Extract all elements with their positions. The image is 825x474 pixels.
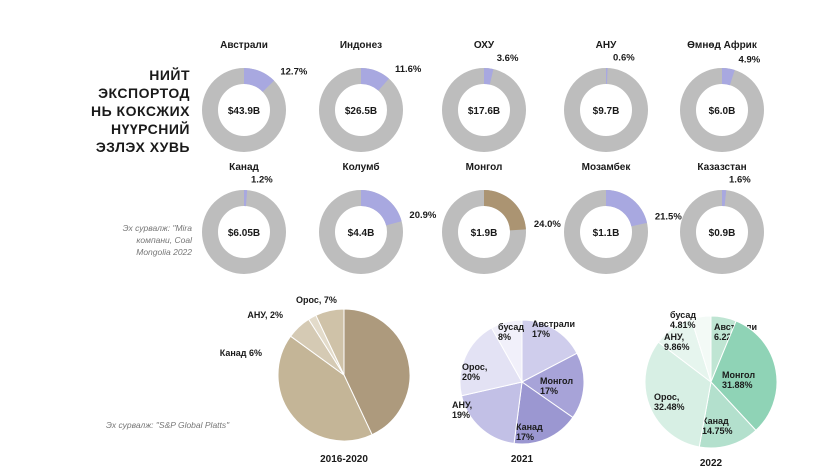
donut-total-value: $43.9B	[228, 106, 260, 117]
donut-share-label: 1.2%	[251, 174, 273, 185]
pie-slice	[644, 341, 712, 448]
donut-country-label: ОХУ	[474, 40, 495, 51]
donut-share-arc	[722, 68, 735, 86]
donut-share-arc	[606, 190, 647, 227]
donut-total-value: $26.5B	[345, 106, 377, 117]
pie-slice	[315, 308, 345, 376]
donut-share-label: 21.5%	[655, 212, 682, 223]
donut-share-label: 12.7%	[280, 66, 307, 77]
pie-slice-label: бусад	[670, 310, 696, 320]
donut-country-label: Өмнөд Африк	[687, 39, 758, 51]
source-note-top: Эх сурвалж: "Mira компани, Coal Mongolia…	[92, 222, 192, 258]
pie-year-label: 2016-2020	[320, 454, 368, 465]
donut-share-arc	[361, 190, 402, 226]
donut-share-label: 11.6%	[395, 64, 422, 75]
donut-share-arc	[484, 190, 526, 231]
donut-country-label: Колумб	[342, 161, 379, 173]
pie-slice-label: Канад	[702, 416, 729, 426]
pie-slice-label: 17%	[516, 432, 534, 442]
pie-slice	[710, 320, 778, 432]
pie-slice	[513, 381, 574, 445]
pie-slice	[698, 380, 757, 449]
pie-slice	[490, 319, 523, 384]
source-line: компани, Coal	[136, 235, 192, 245]
page-title: НИЙТ ЭКСПОРТОД НЬ КОКСЖИХ НҮҮРСНИЙ ЭЗЛЭХ…	[60, 66, 190, 156]
donut-country-label: Монгол	[466, 162, 503, 173]
pie-slice-label: Монгол	[540, 376, 573, 386]
title-line: НЬ КОКСЖИХ	[90, 103, 190, 119]
pie-slice-label: 31.88%	[722, 380, 753, 390]
donut-share-label: 20.9%	[409, 210, 436, 221]
donut-total-value: $17.6B	[468, 106, 500, 117]
donut-total-value: $1.9B	[471, 228, 498, 239]
pie-slice-label: 19%	[452, 410, 470, 420]
donut-share-label: 24.0%	[534, 219, 561, 230]
pie-slice-label: 4.81%	[670, 320, 696, 330]
donut-country-label: Австрали	[220, 40, 268, 51]
pie-slice-label: Канад 6%	[220, 348, 262, 358]
pie-slice-label: Монгол	[722, 370, 755, 380]
donut-share-label: 3.6%	[497, 53, 519, 64]
pie-slice-label: Канад	[516, 422, 543, 432]
pie-slice-label: 9.86%	[664, 342, 690, 352]
donut-country-label: Казазстан	[697, 162, 746, 173]
pie-slice-label: АНУ,	[452, 400, 472, 410]
donut-share-arc	[484, 68, 494, 85]
pie-slice-label: АНУ,	[664, 332, 684, 342]
pie-slice-label: 20%	[462, 372, 480, 382]
source-note-bottom: Эх сурвалж: "S&P Global Platts"	[106, 420, 230, 430]
donut-share-arc	[722, 190, 727, 207]
donut-share-arc	[244, 68, 275, 92]
pie-slice	[690, 315, 712, 383]
donut-share-label: 1.6%	[729, 174, 751, 185]
donut-share-arc	[244, 190, 248, 207]
donut-total-value: $4.4B	[348, 228, 375, 239]
donut-share-arc	[361, 68, 389, 91]
source-line: Эх сурвалж: "Mira	[122, 223, 192, 233]
donut-share-label: 0.6%	[613, 52, 635, 63]
pie-slice	[521, 352, 585, 419]
title-line: НИЙТ	[149, 67, 190, 83]
donut-country-label: Индонез	[340, 40, 382, 51]
donut-total-value: $6.0B	[709, 106, 736, 117]
pie-slice	[277, 335, 373, 442]
pie-slice-label: Орос,	[462, 362, 487, 372]
pie-year-label: 2021	[511, 454, 534, 465]
pie-year-label: 2022	[700, 458, 723, 469]
pie-slice-label: 14.75%	[702, 426, 733, 436]
donut-total-value: $1.1B	[593, 228, 620, 239]
pie-slice	[343, 308, 411, 436]
pie-slice-label: 32.48%	[654, 402, 685, 412]
pie-slice-label: 8%	[498, 332, 511, 342]
pie-slice	[460, 381, 523, 445]
donut-total-value: $9.7B	[593, 106, 620, 117]
title-line: ЭКСПОРТОД	[98, 85, 190, 101]
pie-slice-label: 6.22%	[714, 332, 740, 342]
donut-country-label: АНУ	[596, 40, 617, 51]
pie-slice-label: 17%	[540, 386, 558, 396]
pie-slice-label: Австрали	[532, 319, 575, 329]
donut-country-label: Канад	[229, 162, 259, 173]
donut-country-label: Мозамбек	[582, 161, 632, 173]
donut-share-arc	[606, 68, 608, 85]
donut-share-label: 4.9%	[739, 54, 761, 65]
pie-slice-label: бусад	[498, 322, 524, 332]
pie-slice-label: Орос,	[654, 392, 679, 402]
pie-slice-label: Орос, 7%	[296, 295, 337, 305]
pie-slice	[521, 319, 578, 383]
pie-slice-label: АНУ, 2%	[247, 310, 283, 320]
donut-total-value: $0.9B	[709, 228, 736, 239]
source-line: Mongolia 2022	[136, 247, 192, 257]
title-line: НҮҮРСНИЙ	[110, 121, 190, 137]
pie-slice	[459, 327, 523, 397]
pie-slice-label: 17%	[532, 329, 550, 339]
title-line: ЭЗЛЭХ ХУВЬ	[95, 139, 190, 155]
donut-total-value: $6.05B	[228, 228, 260, 239]
